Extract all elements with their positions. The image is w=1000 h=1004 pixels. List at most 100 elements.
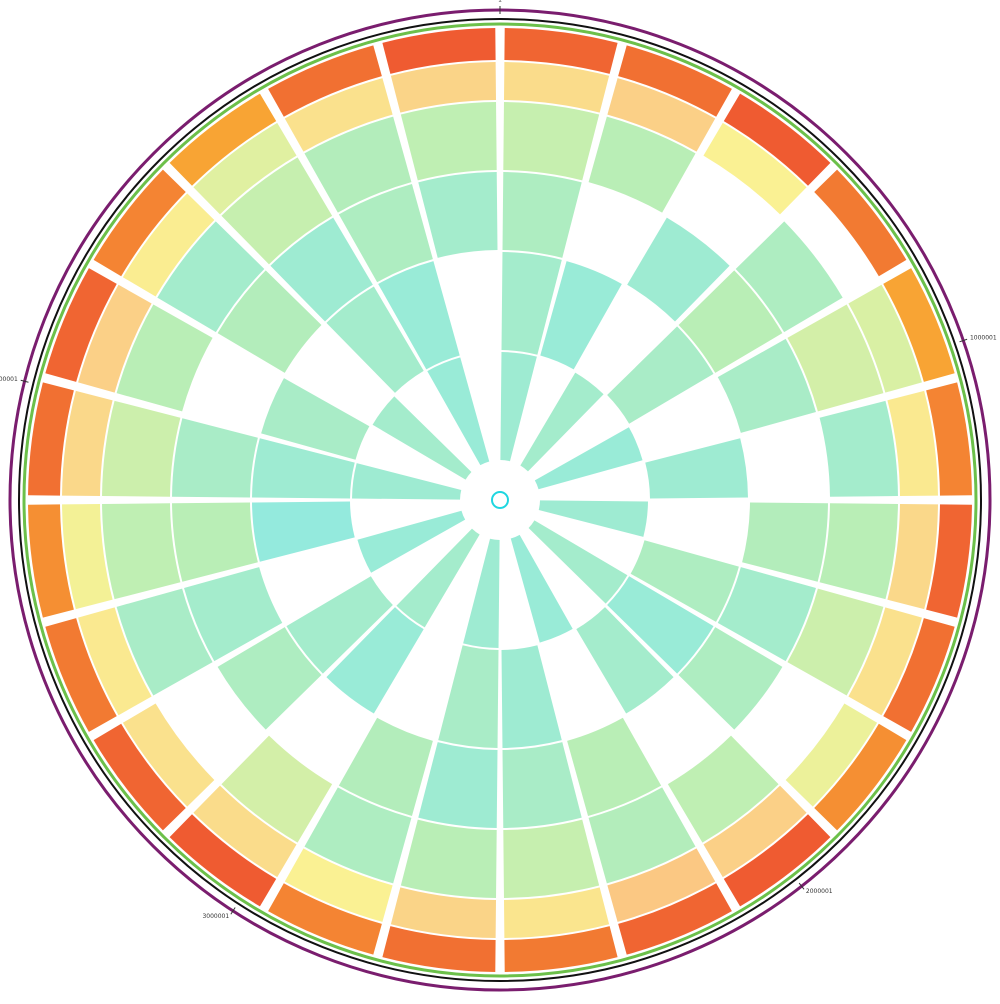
identity-segment <box>887 390 938 497</box>
center <box>491 491 509 509</box>
identity-segment <box>78 284 152 393</box>
identity-segment <box>261 378 370 460</box>
identity-segment <box>93 723 186 831</box>
identity-segment <box>93 169 186 277</box>
identity-segment <box>501 252 562 355</box>
identity-segment <box>62 503 113 610</box>
identity-segment <box>630 540 739 622</box>
identity-segment <box>501 645 562 748</box>
identity-segment <box>45 268 117 382</box>
identity-segment <box>396 528 480 628</box>
tick-mark <box>959 338 968 343</box>
identity-segment <box>926 504 972 618</box>
identity-segment <box>848 284 922 393</box>
identity-segment <box>418 742 498 828</box>
identity-segment <box>848 607 922 716</box>
tick-label: 2000001 <box>806 888 833 895</box>
identity-segment <box>787 588 884 696</box>
gc-ring <box>22 22 978 978</box>
identity-segment <box>703 785 807 878</box>
identity-segment <box>102 503 181 600</box>
identity-segment <box>926 382 972 496</box>
backbone-inner <box>18 18 982 982</box>
identity-segment <box>28 382 74 496</box>
identity-segment <box>785 703 878 807</box>
identity-segment <box>286 576 393 674</box>
identity-segment <box>252 438 355 499</box>
identity-segment <box>504 28 618 74</box>
identity-segment <box>284 78 393 152</box>
identity-segment <box>678 627 783 730</box>
identity-segment <box>338 717 433 816</box>
tick-label: 1000001 <box>970 335 997 342</box>
identity-segment <box>520 372 604 472</box>
identity-segment <box>502 742 582 828</box>
identity-segment <box>723 814 831 907</box>
identity-segment <box>703 122 807 215</box>
identity-segment <box>357 510 466 573</box>
identity-segment <box>883 268 955 382</box>
identity-segment <box>418 172 498 258</box>
identity-segment <box>382 28 496 74</box>
identity-segment <box>172 418 258 498</box>
identity-segment <box>819 503 898 600</box>
tick-label: 3000001 <box>202 913 229 920</box>
tick-mark <box>798 882 805 890</box>
identity-segment <box>463 538 500 648</box>
identity-segment <box>503 62 610 113</box>
identity-segment <box>390 62 497 113</box>
identity-segment <box>735 221 843 333</box>
identity-segment <box>645 438 748 499</box>
identity-segment <box>717 567 816 662</box>
identity-segment <box>252 501 355 562</box>
tick-label: 1 <box>498 0 502 4</box>
identity-segment <box>787 304 884 412</box>
identity-segment <box>78 607 152 716</box>
identity-segment <box>268 45 382 117</box>
tick-label: 4000001 <box>0 376 18 383</box>
identity-segment <box>122 703 215 807</box>
identity-segment <box>528 520 628 604</box>
identity-segment <box>819 400 898 497</box>
identity-segment <box>304 787 412 884</box>
identity-segment <box>607 576 714 674</box>
identity-segment <box>400 102 497 181</box>
identity-segment <box>502 172 582 258</box>
identity-segment <box>122 193 215 297</box>
identity-segment <box>352 463 462 500</box>
identity-segment <box>607 326 714 424</box>
identity-segment <box>607 848 716 922</box>
identity-segment <box>221 157 333 265</box>
identity-segment <box>503 887 610 938</box>
identity-segment <box>538 500 648 537</box>
identity-segment <box>627 217 730 322</box>
identity-segment <box>116 304 213 412</box>
identity-segment <box>217 627 322 730</box>
identity-segment <box>510 534 573 643</box>
identity-segment <box>326 286 424 393</box>
tick-mark <box>20 379 29 383</box>
identity-segment <box>576 607 674 714</box>
identity-segment <box>382 926 496 972</box>
identity-segment <box>588 116 696 213</box>
identity-segment <box>169 93 277 186</box>
identity-segment <box>169 814 277 907</box>
identity-segment <box>378 261 460 370</box>
identity-segment <box>284 848 393 922</box>
identity-segment <box>503 102 600 181</box>
identity-segment <box>814 723 907 831</box>
identity-segment <box>742 502 828 582</box>
identity-segment <box>372 396 472 480</box>
identity-segment <box>500 352 537 462</box>
identity-segment <box>540 261 622 370</box>
identity-segment <box>503 819 600 898</box>
identity-segment <box>172 502 258 582</box>
identity-segment <box>62 390 113 497</box>
identity-segment <box>102 400 181 497</box>
identity-segment <box>338 184 433 283</box>
identity-segment <box>184 567 283 662</box>
identity-segment <box>157 221 265 333</box>
tick-mark <box>230 907 236 915</box>
